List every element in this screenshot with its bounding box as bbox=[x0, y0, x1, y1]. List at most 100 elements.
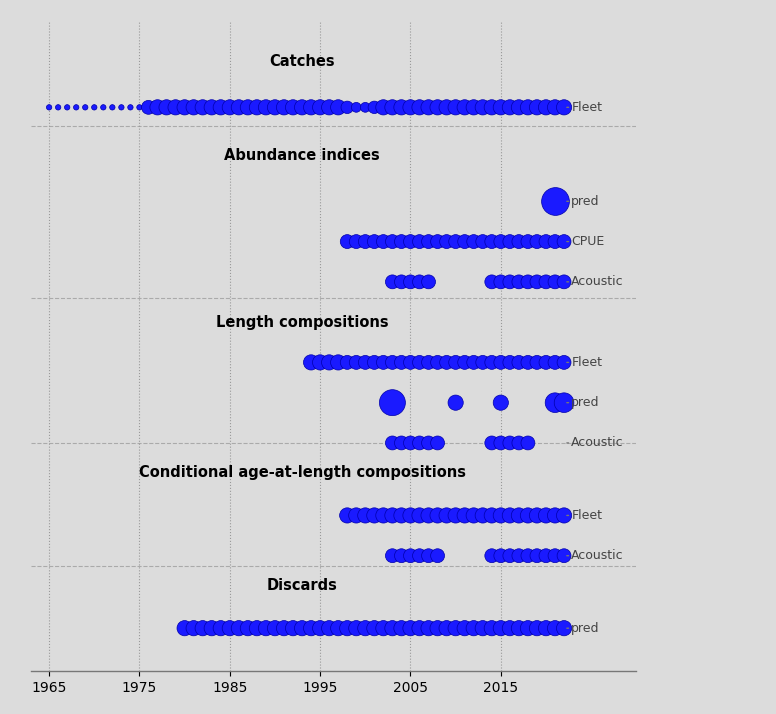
Point bbox=[486, 510, 498, 521]
Point bbox=[414, 510, 426, 521]
Point bbox=[431, 357, 444, 368]
Point bbox=[422, 437, 435, 448]
Point bbox=[359, 623, 372, 634]
Point bbox=[142, 101, 154, 113]
Point bbox=[504, 510, 516, 521]
Point bbox=[268, 101, 281, 113]
Point bbox=[233, 623, 245, 634]
Point bbox=[540, 276, 553, 288]
Point bbox=[188, 101, 200, 113]
Point bbox=[467, 101, 480, 113]
Point bbox=[414, 437, 426, 448]
Point bbox=[414, 236, 426, 247]
Point bbox=[467, 357, 480, 368]
Point bbox=[188, 623, 200, 634]
Point bbox=[459, 236, 471, 247]
Point bbox=[459, 101, 471, 113]
Point bbox=[377, 236, 390, 247]
Point bbox=[449, 623, 462, 634]
Point bbox=[241, 101, 254, 113]
Point bbox=[531, 276, 543, 288]
Point bbox=[449, 101, 462, 113]
Text: Acoustic: Acoustic bbox=[571, 436, 624, 449]
Point bbox=[431, 510, 444, 521]
Point bbox=[558, 236, 570, 247]
Point bbox=[441, 236, 453, 247]
Point bbox=[558, 550, 570, 561]
Point bbox=[133, 101, 146, 113]
Point bbox=[540, 101, 553, 113]
Point bbox=[558, 357, 570, 368]
Point bbox=[350, 623, 362, 634]
Point bbox=[558, 510, 570, 521]
Point bbox=[414, 357, 426, 368]
Text: Fleet: Fleet bbox=[571, 509, 602, 522]
Point bbox=[178, 623, 191, 634]
Point bbox=[540, 510, 553, 521]
Point bbox=[332, 623, 345, 634]
Point bbox=[268, 623, 281, 634]
Point bbox=[404, 276, 417, 288]
Point bbox=[441, 510, 453, 521]
Point bbox=[449, 357, 462, 368]
Point bbox=[513, 101, 525, 113]
Text: Acoustic: Acoustic bbox=[571, 276, 624, 288]
Point bbox=[467, 623, 480, 634]
Point bbox=[521, 550, 534, 561]
Point bbox=[386, 101, 399, 113]
Point bbox=[531, 623, 543, 634]
Text: Catches: Catches bbox=[269, 54, 335, 69]
Point bbox=[404, 510, 417, 521]
Point bbox=[449, 510, 462, 521]
Point bbox=[414, 101, 426, 113]
Point bbox=[549, 357, 561, 368]
Point bbox=[260, 101, 272, 113]
Point bbox=[504, 236, 516, 247]
Point bbox=[513, 550, 525, 561]
Point bbox=[350, 236, 362, 247]
Point bbox=[377, 623, 390, 634]
Point bbox=[359, 357, 372, 368]
Point bbox=[422, 510, 435, 521]
Point bbox=[196, 623, 209, 634]
Point bbox=[341, 236, 353, 247]
Text: Acoustic: Acoustic bbox=[571, 549, 624, 562]
Point bbox=[521, 510, 534, 521]
Point bbox=[386, 550, 399, 561]
Point bbox=[486, 357, 498, 368]
Point bbox=[414, 276, 426, 288]
Point bbox=[314, 623, 327, 634]
Point bbox=[323, 101, 335, 113]
Text: CPUE: CPUE bbox=[571, 235, 605, 248]
Point bbox=[531, 236, 543, 247]
Point bbox=[278, 101, 290, 113]
Point bbox=[395, 101, 407, 113]
Point bbox=[513, 623, 525, 634]
Point bbox=[558, 623, 570, 634]
Point bbox=[350, 357, 362, 368]
Point bbox=[558, 276, 570, 288]
Point bbox=[504, 550, 516, 561]
Point bbox=[52, 101, 64, 113]
Point bbox=[88, 101, 100, 113]
Point bbox=[359, 236, 372, 247]
Point bbox=[431, 550, 444, 561]
Point bbox=[494, 550, 507, 561]
Point bbox=[350, 510, 362, 521]
Point bbox=[377, 357, 390, 368]
Point bbox=[395, 623, 407, 634]
Point bbox=[61, 101, 74, 113]
Point bbox=[521, 101, 534, 113]
Point bbox=[531, 550, 543, 561]
Point bbox=[341, 510, 353, 521]
Point bbox=[233, 101, 245, 113]
Point bbox=[395, 236, 407, 247]
Point bbox=[377, 101, 390, 113]
Point bbox=[476, 101, 489, 113]
Point bbox=[441, 101, 453, 113]
Point bbox=[206, 623, 218, 634]
Point bbox=[386, 276, 399, 288]
Point bbox=[368, 101, 380, 113]
Point bbox=[341, 623, 353, 634]
Point bbox=[161, 101, 173, 113]
